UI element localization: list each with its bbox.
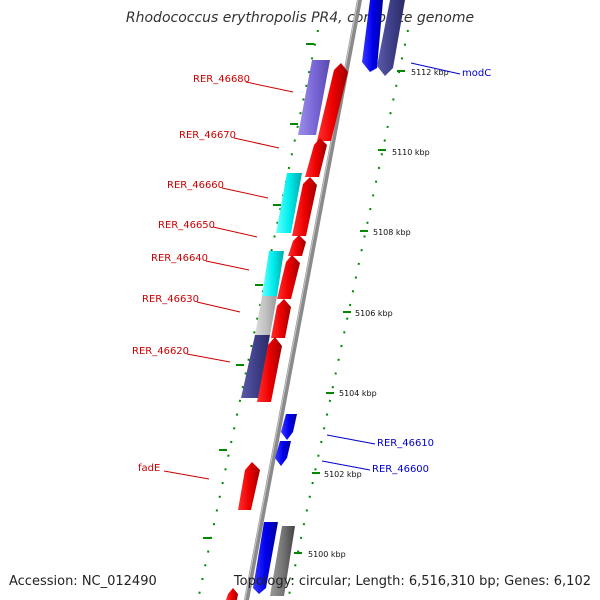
kbp-tick-label: 5102 kbp bbox=[324, 470, 362, 479]
gene-arrow-forward bbox=[226, 588, 238, 600]
gene-arrow-reverse-RER_46610 bbox=[281, 414, 297, 440]
gene-label-RER_46630[interactable]: RER_46630 bbox=[142, 294, 199, 305]
gene-label-RER_46600[interactable]: RER_46600 bbox=[372, 464, 429, 475]
gene-label-RER_46680[interactable]: RER_46680 bbox=[193, 74, 250, 85]
gene-label-RER_46610[interactable]: RER_46610 bbox=[377, 438, 434, 449]
gene-label-leaders-left bbox=[163, 81, 294, 480]
gene-arrow-reverse bbox=[253, 522, 278, 594]
gene-arrow-forward bbox=[257, 337, 282, 402]
gene-block-grey bbox=[270, 526, 295, 596]
accession-text: Accession: NC_012490 bbox=[9, 574, 157, 589]
gene-arrow-reverse bbox=[362, 0, 383, 72]
gene-arrow-forward bbox=[305, 138, 327, 177]
kbp-tick-label: 5104 kbp bbox=[339, 389, 377, 398]
gene-block-RER_46620 bbox=[241, 335, 270, 398]
gene-arrow-forward bbox=[277, 255, 300, 299]
gene-arrow-forward bbox=[288, 235, 306, 256]
gene-block-RER_46660 bbox=[276, 173, 302, 233]
right-major-ticks bbox=[294, 70, 405, 554]
gene-block-RER_46680 bbox=[298, 60, 330, 135]
gene-arrow-forward bbox=[271, 299, 291, 338]
gene-label-leaders-right bbox=[321, 62, 461, 471]
gene-block-RER_46630 bbox=[255, 296, 277, 335]
gene-label-RER_46670[interactable]: RER_46670 bbox=[179, 130, 236, 141]
gene-label-RER_46650[interactable]: RER_46650 bbox=[158, 220, 215, 231]
gene-label-RER_46640[interactable]: RER_46640 bbox=[151, 253, 208, 264]
gene-label-RER_46620[interactable]: RER_46620 bbox=[132, 346, 189, 357]
left-major-ticks bbox=[203, 43, 314, 539]
kbp-tick-label: 5112 kbp bbox=[411, 68, 449, 77]
gene-label-fadE[interactable]: fadE bbox=[138, 463, 160, 474]
genome-summary-text: Topology: circular; Length: 6,516,310 bp… bbox=[233, 574, 591, 589]
kbp-tick-label: 5108 kbp bbox=[373, 228, 411, 237]
gene-label-modC[interactable]: modC bbox=[462, 68, 491, 79]
gene-arrow-forward bbox=[292, 177, 317, 236]
gene-arrow-reverse-modC bbox=[377, 0, 405, 76]
gene-arrow-forward bbox=[317, 63, 348, 141]
gene-label-RER_46660[interactable]: RER_46660 bbox=[167, 180, 224, 191]
gene-arrow-forward-fadE bbox=[238, 462, 260, 510]
gene-block-RER_46640 bbox=[262, 251, 284, 296]
kbp-tick-label: 5100 kbp bbox=[308, 550, 346, 559]
kbp-tick-label: 5106 kbp bbox=[355, 309, 393, 318]
gene-arrow-reverse-RER_46600 bbox=[275, 441, 291, 466]
kbp-tick-label: 5110 kbp bbox=[392, 148, 430, 157]
